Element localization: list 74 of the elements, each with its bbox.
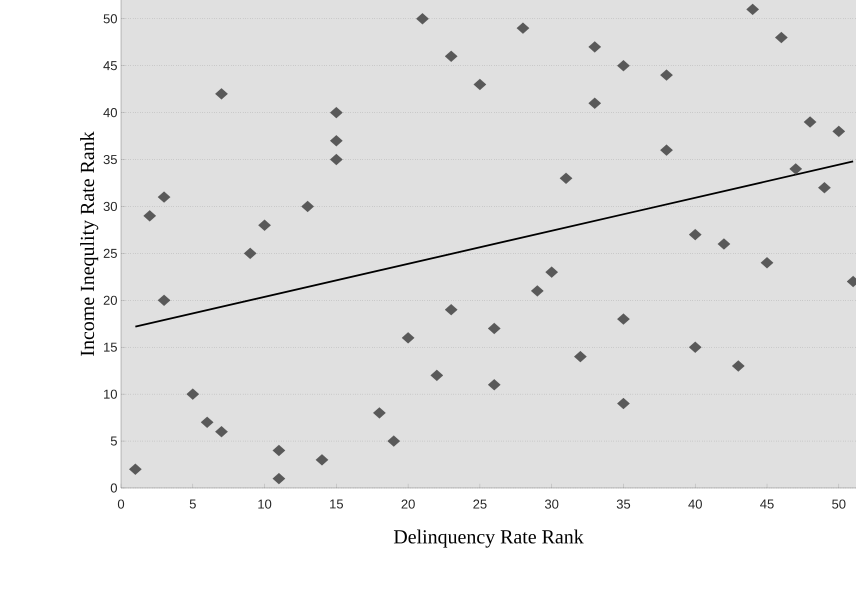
- point: [430, 370, 444, 382]
- point: [215, 88, 228, 100]
- x-axis-title: Delinquency Rate Rank: [394, 530, 584, 548]
- y-tick-label: 40: [103, 108, 117, 118]
- point: [200, 416, 214, 428]
- point: [545, 266, 558, 278]
- point: [804, 116, 816, 128]
- point: [488, 322, 501, 334]
- point: [301, 200, 314, 212]
- point: [775, 32, 788, 44]
- point: [416, 13, 429, 24]
- point: [444, 304, 458, 316]
- point: [746, 4, 760, 16]
- point: [516, 22, 530, 34]
- point: [330, 154, 343, 166]
- x-tick-label: 10: [258, 500, 272, 509]
- point: [272, 472, 286, 484]
- point: [832, 126, 846, 138]
- point: [560, 172, 572, 184]
- point: [789, 163, 802, 175]
- point: [158, 191, 170, 203]
- point: [143, 210, 156, 222]
- point: [186, 388, 200, 400]
- y-tick-label: 5: [110, 436, 117, 446]
- point: [444, 50, 458, 62]
- point: [588, 41, 602, 53]
- y-tick-label: 45: [103, 61, 117, 70]
- point: [158, 294, 170, 306]
- point: [588, 98, 602, 109]
- point: [387, 435, 400, 447]
- x-tick-label: 5: [190, 500, 196, 509]
- y-axis-title: Income Inequlity Rate Rank: [80, 131, 98, 356]
- point: [617, 60, 630, 72]
- point: [660, 69, 673, 81]
- point: [316, 454, 328, 466]
- x-tick-label: 35: [616, 500, 630, 509]
- y-tick-label: 0: [110, 483, 117, 493]
- point: [688, 228, 702, 240]
- x-tick-label: 0: [118, 500, 124, 509]
- point: [258, 220, 271, 231]
- x-tick-label: 40: [688, 500, 702, 509]
- point: [617, 313, 630, 325]
- point: [688, 342, 702, 353]
- point: [574, 350, 587, 362]
- point: [402, 332, 414, 344]
- point: [660, 144, 673, 156]
- point: [718, 238, 730, 250]
- y-tick-label: 20: [104, 296, 117, 305]
- x-tick-label: 25: [473, 500, 487, 509]
- point: [244, 248, 257, 260]
- point: [330, 135, 343, 146]
- y-tick-label: 35: [104, 154, 117, 164]
- point: [128, 464, 142, 475]
- point: [818, 182, 831, 194]
- point: [272, 444, 286, 456]
- y-tick-label: 30: [104, 202, 117, 212]
- x-tick-label: 30: [544, 500, 558, 509]
- y-tick-label: 25: [104, 248, 117, 258]
- point: [330, 106, 343, 118]
- x-tick-label: 20: [402, 500, 415, 509]
- y-tick-label: 50: [104, 14, 117, 24]
- point: [760, 257, 774, 268]
- x-tick-label: 15: [330, 500, 343, 509]
- point: [530, 285, 544, 297]
- point: [732, 360, 745, 372]
- point: [215, 426, 228, 438]
- point: [488, 379, 501, 390]
- point: [373, 407, 386, 419]
- point: [617, 398, 630, 410]
- x-tick-label: 50: [832, 500, 846, 509]
- y-tick-label: 15: [104, 342, 117, 352]
- x-tick-label: 45: [760, 500, 774, 509]
- y-tick-label: 10: [104, 390, 117, 399]
- point: [474, 78, 486, 90]
